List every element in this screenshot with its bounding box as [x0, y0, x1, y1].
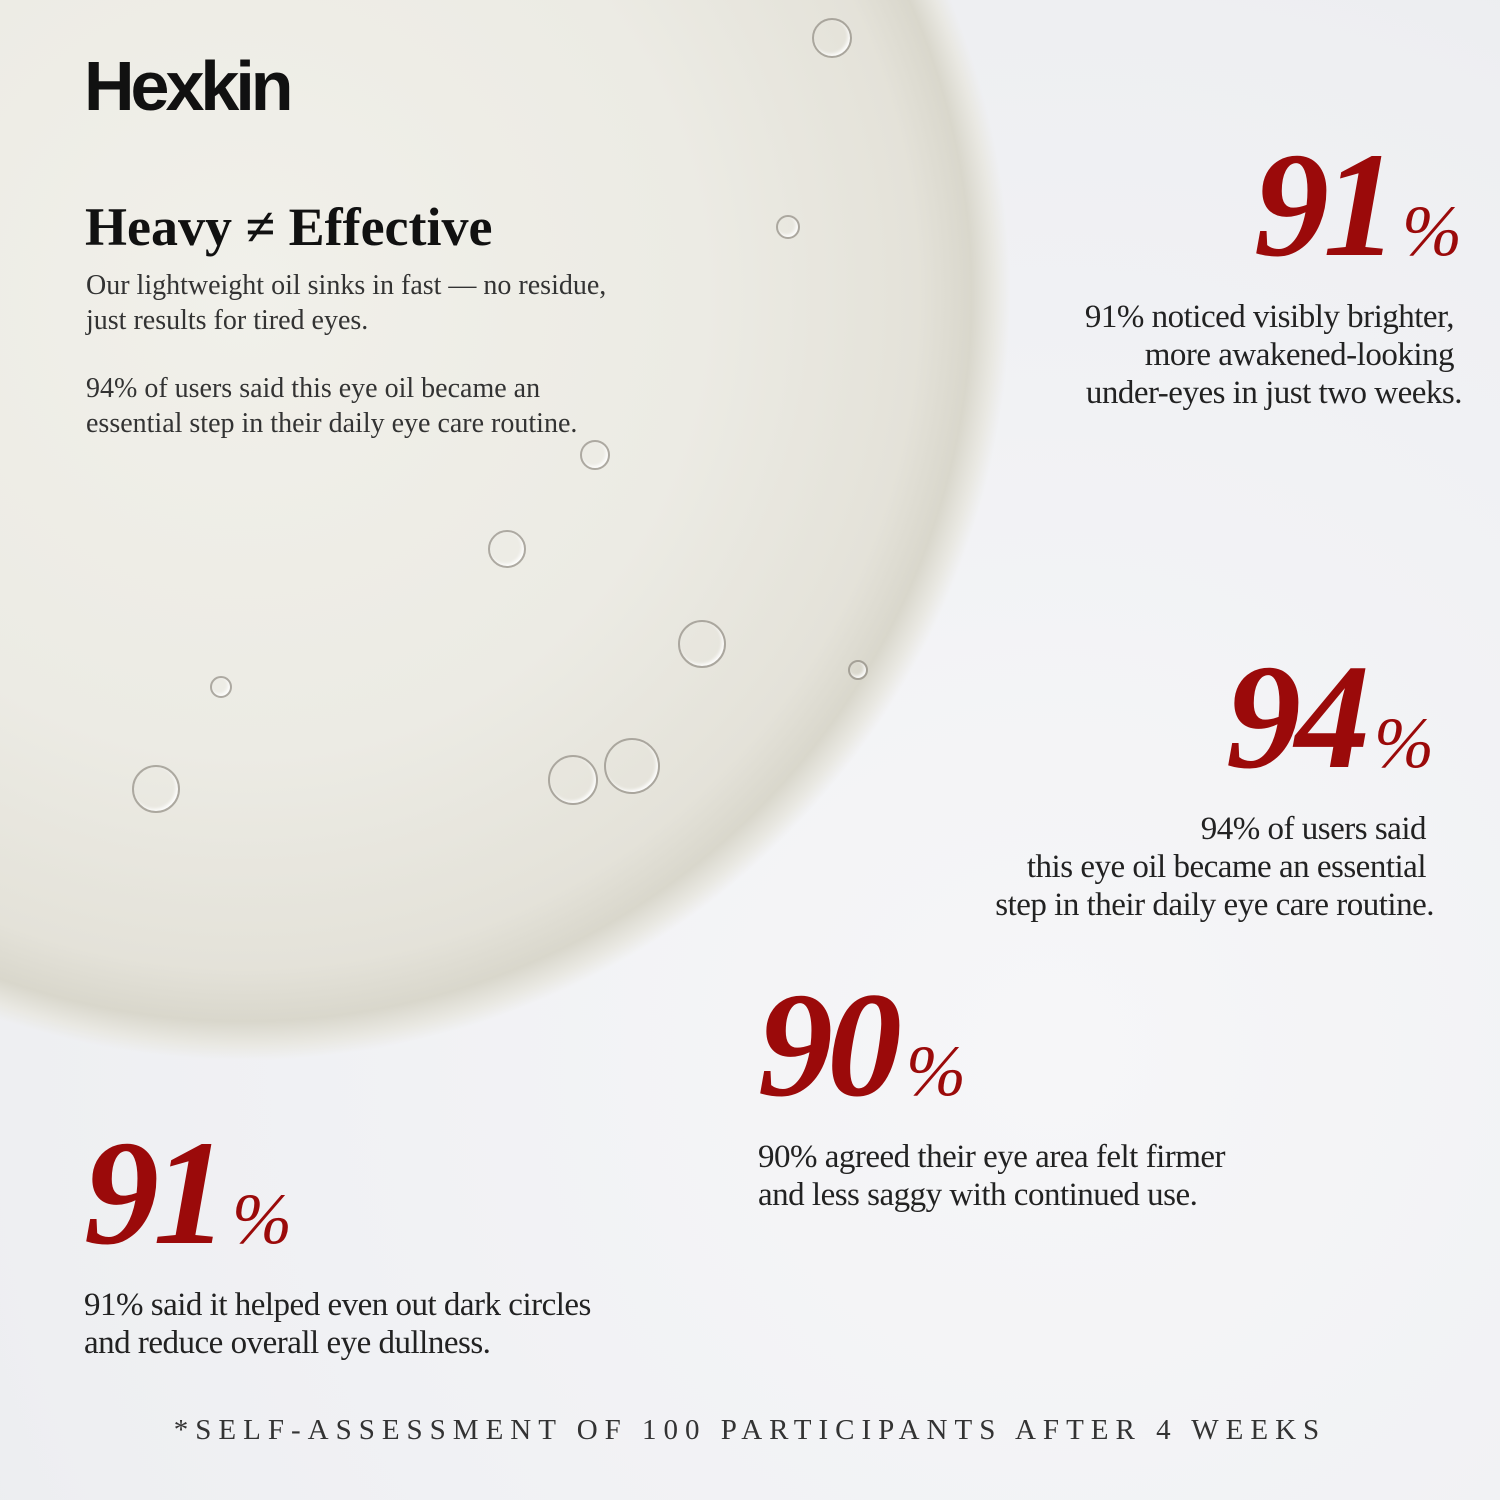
- stat-line: this eye oil became an essential: [1026, 849, 1427, 885]
- stat-line: and reduce overall eye dullness.: [84, 1325, 491, 1361]
- stat-number: 90: [758, 962, 902, 1128]
- headline: Heavy ≠ Effective: [85, 197, 493, 257]
- intro-text: Our lightweight oil sinks in fast — no r…: [86, 268, 746, 441]
- stat-value: 91%: [84, 1118, 591, 1268]
- stat-line: 91% noticed visibly brighter,: [1084, 299, 1455, 335]
- stat-line: 91% said it helped even out dark circles: [84, 1287, 591, 1323]
- bubble: [812, 18, 852, 58]
- stat-description: 91% noticed visibly brighter, more awake…: [1084, 298, 1463, 412]
- stat-routine: 94% 94% of users said this eye oil becam…: [995, 642, 1434, 924]
- stat-line: 90% agreed their eye area felt firmer: [758, 1139, 1226, 1175]
- stat-brightness: 91% 91% noticed visibly brighter, more a…: [1084, 130, 1463, 412]
- bubble: [210, 676, 232, 698]
- intro-line: essential step in their daily eye care r…: [86, 408, 578, 439]
- stat-number: 91: [1254, 122, 1398, 288]
- stat-dark-circles: 91% 91% said it helped even out dark cir…: [84, 1118, 591, 1362]
- stat-line: step in their daily eye care routine.: [995, 887, 1434, 923]
- intro-line: just results for tired eyes.: [86, 305, 369, 336]
- stat-unit: %: [1374, 703, 1434, 783]
- bubble: [604, 738, 660, 794]
- stat-value: 91%: [1085, 130, 1462, 280]
- stat-number: 91: [84, 1110, 228, 1276]
- stat-description: 90% agreed their eye area felt firmer an…: [758, 1138, 1226, 1214]
- stat-unit: %: [906, 1031, 966, 1111]
- intro-line: Our lightweight oil sinks in fast — no r…: [86, 270, 607, 301]
- stat-unit: %: [232, 1179, 292, 1259]
- bubble: [678, 620, 726, 668]
- stat-description: 94% of users said this eye oil became an…: [995, 810, 1434, 924]
- bubble: [776, 215, 800, 239]
- intro-line: 94% of users said this eye oil became an: [86, 373, 541, 404]
- bubble: [848, 660, 868, 680]
- bubble: [132, 765, 180, 813]
- bubble: [548, 755, 598, 805]
- stat-line: more awakened-looking: [1144, 337, 1455, 373]
- stat-description: 91% said it helped even out dark circles…: [84, 1286, 591, 1362]
- stat-unit: %: [1402, 191, 1462, 271]
- footnote: *SELF-ASSESSMENT OF 100 PARTICIPANTS AFT…: [173, 1414, 1327, 1446]
- bubble: [580, 440, 610, 470]
- brand-logo: Hexkin: [84, 47, 294, 125]
- stat-number: 94: [1226, 634, 1370, 800]
- stat-value: 94%: [995, 642, 1434, 792]
- stat-firmness: 90% 90% agreed their eye area felt firme…: [758, 970, 1226, 1214]
- stat-value: 90%: [758, 970, 1225, 1120]
- bubble: [488, 530, 526, 568]
- stat-line: and less saggy with continued use.: [758, 1177, 1198, 1213]
- stat-line: under-eyes in just two weeks.: [1085, 375, 1463, 411]
- stat-line: 94% of users said: [1200, 811, 1427, 847]
